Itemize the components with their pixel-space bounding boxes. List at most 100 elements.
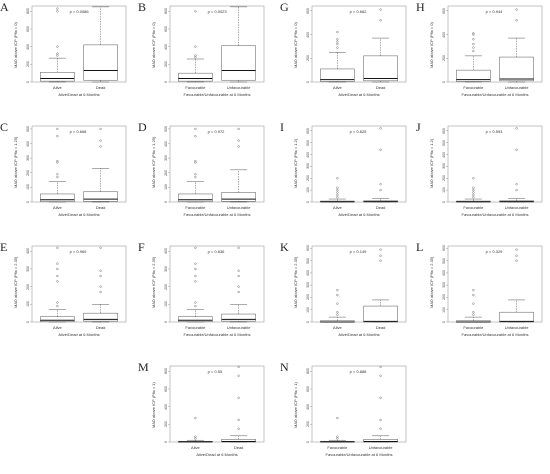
outlier-point (56, 7, 59, 10)
p-value: p = 0.329 (485, 249, 503, 254)
outlier-point (56, 304, 59, 308)
category-label: Favourable (463, 205, 484, 210)
x-axis-label: Alive/Dead at 6 Months (338, 212, 380, 217)
y-axis-label: MAD above ICP (Pfix = 0) (151, 22, 156, 68)
panel-label: G (280, 0, 289, 14)
panel-label: M (138, 360, 149, 374)
plot-frame (447, 125, 543, 203)
boxplot-panel-i: I 0 100 200 300 400 500 600 Alive Dead p = 0.825 Al… (280, 120, 410, 228)
plot-frame (169, 365, 265, 443)
category-label: Favourable (185, 205, 206, 210)
outlier-point (472, 38, 475, 41)
y-tick-label: 500 (442, 257, 446, 264)
outlier-point (336, 437, 339, 440)
boxplot-svg (168, 125, 265, 203)
p-value: p = 0.593 (485, 129, 503, 134)
category-label: Unfavourable (226, 205, 251, 210)
y-tick-label: 400 (306, 270, 310, 276)
p-value: p = 0.972 (207, 129, 225, 134)
p-value: p = 0.969 (69, 249, 87, 254)
y-tick-label: 0 (306, 441, 310, 443)
iqr-box (40, 316, 75, 322)
outlier-point (336, 313, 339, 316)
outlier-point (194, 274, 197, 278)
box-dead (363, 248, 398, 323)
y-tick-label: 800 (164, 8, 168, 15)
outlier-point (194, 56, 197, 59)
x-axis-label: Favourable/Unfavourable at 6 Months (183, 332, 251, 337)
outlier-point (515, 254, 518, 257)
outlier-point (336, 311, 339, 314)
boxplot-svg (446, 245, 543, 323)
iqr-box (221, 313, 256, 322)
outlier-point (379, 19, 382, 22)
outlier-point (472, 189, 475, 192)
outlier-point (237, 139, 240, 142)
iqr-box (221, 192, 256, 202)
y-tick-label: 600 (306, 245, 310, 252)
outlier-point (56, 301, 59, 304)
y-tick-label: 300 (164, 155, 168, 162)
y-tick-label: 400 (306, 403, 310, 410)
y-tick-label: 200 (442, 294, 446, 301)
panel-label: D (138, 120, 147, 134)
outlier-point (237, 290, 240, 294)
plot-frame (311, 365, 407, 443)
box-alive (40, 7, 75, 83)
panel-label: A (0, 0, 9, 14)
outlier-point (379, 8, 382, 11)
box-unfavourable (499, 127, 534, 203)
outlier-point (336, 417, 339, 420)
box-alive (40, 127, 75, 203)
category-label: Dead (95, 205, 106, 210)
outlier-point (472, 193, 475, 196)
y-tick-label: 100 (442, 306, 446, 313)
outlier-point (336, 42, 339, 46)
panel-label: E (0, 240, 8, 254)
category-label: Favourable (327, 445, 348, 450)
y-tick-label: 600 (442, 245, 446, 252)
outlier-point (237, 246, 240, 249)
category-label: Dead (375, 325, 386, 330)
y-tick-label: 200 (306, 55, 310, 62)
outlier-point (515, 127, 518, 130)
x-axis-label: Favourable/Unfavourable at 6 Months (461, 212, 529, 217)
outlier-point (336, 38, 339, 41)
y-tick-label: 400 (164, 248, 168, 255)
outlier-point (56, 127, 59, 131)
box-favourable (456, 177, 491, 203)
outlier-point (194, 435, 197, 438)
y-tick-label: 400 (306, 151, 310, 158)
y-axis-label: MAD above ICP (Pfix = 0) (429, 22, 434, 68)
plot-frame (447, 5, 543, 83)
y-tick-label: 600 (306, 127, 310, 134)
y-axis-label: MAD above ICP (Pfix = 1.25) (13, 136, 18, 188)
y-tick-label: 300 (26, 155, 30, 162)
iqr-box (178, 193, 213, 202)
iqr-box (320, 68, 355, 82)
outlier-point (56, 159, 59, 163)
y-axis-label: MAD above ICP (Pfix = 0) (13, 22, 18, 68)
y-tick-label: 500 (306, 139, 310, 146)
y-tick-label: 600 (164, 26, 168, 32)
box-dead (221, 365, 256, 443)
y-tick-label: 600 (442, 7, 446, 14)
y-tick-label: 100 (26, 301, 30, 308)
panel-label: L (416, 240, 424, 254)
box-dead (83, 6, 118, 83)
panel-label: B (138, 0, 147, 14)
outlier-point (237, 269, 240, 272)
y-tick-label: 600 (26, 26, 30, 32)
y-tick-label: 500 (26, 126, 30, 132)
plot-frame (169, 245, 265, 323)
outlier-point (379, 183, 382, 186)
outlier-point (472, 42, 475, 46)
category-label: Unfavourable (226, 85, 251, 90)
outlier-point (472, 186, 475, 189)
category-label: Unfavourable (504, 85, 529, 90)
category-label: Alive (53, 325, 62, 330)
p-value: p = 0.668 (69, 129, 87, 134)
iqr-box (221, 45, 256, 81)
outlier-point (194, 159, 197, 163)
boxplot-panel-f: F 0 100 200 300 400 Favourable Unfavourable p = … (138, 240, 268, 348)
